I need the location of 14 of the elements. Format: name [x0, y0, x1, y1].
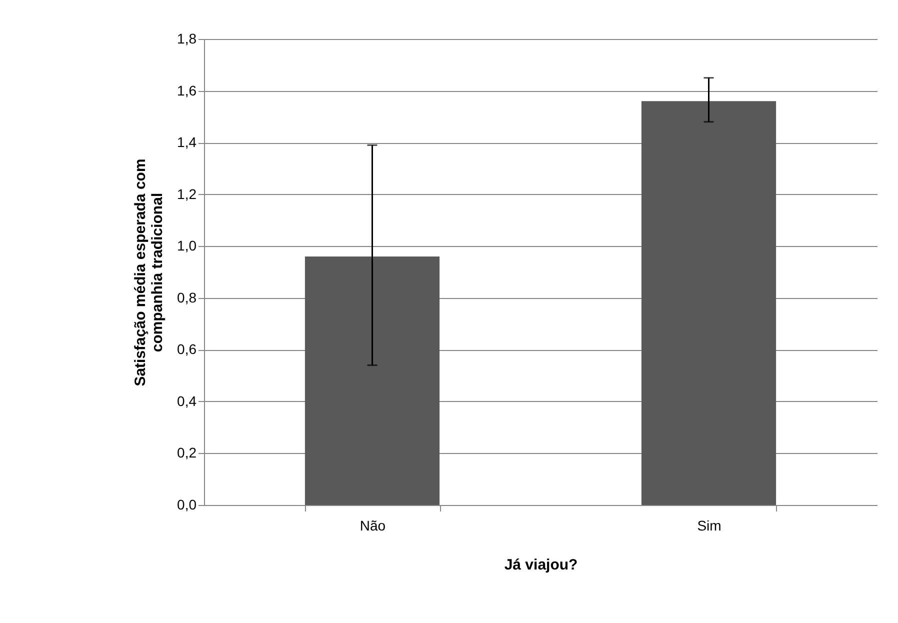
y-tick-label: 0,4	[177, 392, 197, 409]
y-tick-label: 1,8	[177, 30, 197, 46]
y-tick-label: 0,0	[177, 496, 197, 512]
y-tick-label: 1,6	[177, 82, 197, 98]
x-tick-label: Sim	[697, 518, 722, 534]
y-tick-label: 0,8	[177, 289, 197, 306]
y-tick-label: 1,0	[177, 238, 197, 254]
y-tick-label: 1,2	[177, 186, 197, 202]
x-axis-title: Já viajou?	[504, 556, 578, 574]
x-tick-label: Não	[360, 518, 386, 534]
y-tick-label: 0,6	[177, 341, 197, 358]
y-tick-label: 0,2	[177, 444, 197, 461]
y-axis-title: Satisfação média esperada com companhia tradicional	[132, 158, 166, 386]
y-tick-label: 1,4	[177, 134, 197, 150]
